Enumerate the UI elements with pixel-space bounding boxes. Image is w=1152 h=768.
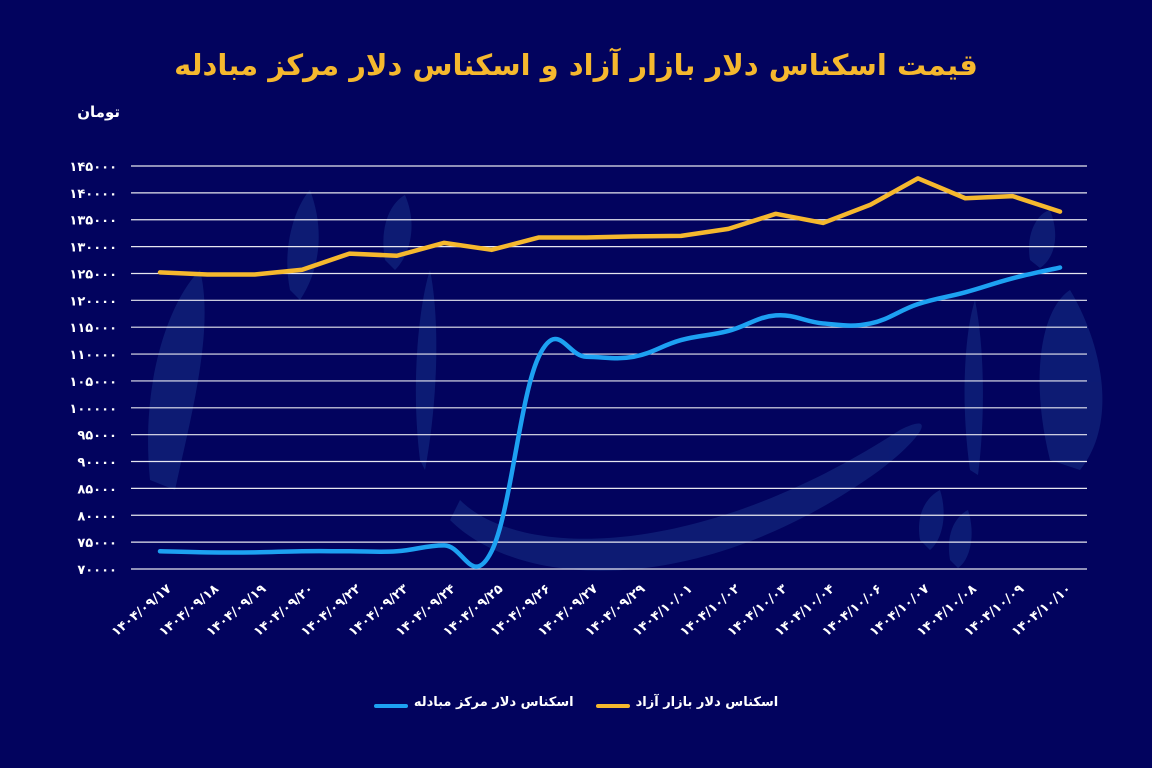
svg-text:۸۰۰۰۰: ۸۰۰۰۰ [77, 509, 117, 524]
svg-text:۱۲۵۰۰۰: ۱۲۵۰۰۰ [69, 267, 117, 282]
svg-text:۹۵۰۰۰: ۹۵۰۰۰ [77, 429, 117, 444]
legend-label-free-market: اسکناس دلار بازار آزاد [635, 695, 779, 710]
svg-text:۱۴۵۰۰۰: ۱۴۵۰۰۰ [69, 160, 117, 175]
svg-text:۱۰۰۰۰۰: ۱۰۰۰۰۰ [69, 402, 117, 417]
legend-swatch-free-market [595, 703, 630, 708]
legend-swatch-exchange-center [373, 703, 408, 708]
legend-item-exchange-center: اسکناس دلار مرکز مبادله [373, 695, 574, 710]
y-axis-unit-label: تومان [77, 103, 120, 121]
svg-text:۹۰۰۰۰: ۹۰۰۰۰ [77, 456, 117, 471]
legend-label-exchange-center: اسکناس دلار مرکز مبادله [413, 695, 574, 710]
grid-lines [131, 165, 1087, 570]
svg-text:۱۱۰۰۰۰: ۱۱۰۰۰۰ [69, 348, 117, 363]
svg-text:۸۵۰۰۰: ۸۵۰۰۰ [77, 482, 117, 497]
svg-text:۱۳۰۰۰۰: ۱۳۰۰۰۰ [69, 241, 117, 256]
svg-text:۱۴۰۰۰۰: ۱۴۰۰۰۰ [69, 187, 117, 202]
x-axis-labels: ۱۴۰۴/۰۹/۱۷۱۴۰۴/۰۹/۱۸۱۴۰۴/۰۹/۱۹۱۴۰۴/۰۹/۲۰… [109, 582, 1075, 640]
legend-item-free-market: اسکناس دلار بازار آزاد [595, 695, 779, 710]
free-market-line [157, 176, 1063, 277]
svg-text:۷۵۰۰۰: ۷۵۰۰۰ [77, 536, 117, 551]
series-lines [157, 176, 1063, 569]
chart-title: قیمت اسکناس دلار بازار آزاد و اسکناس دلا… [174, 48, 978, 82]
exchange-center-line [157, 265, 1063, 569]
y-axis-labels: ۱۴۵۰۰۰ ۱۴۰۰۰۰ ۱۳۵۰۰۰ ۱۳۰۰۰۰ ۱۲۵۰۰۰ ۱۲۰۰۰۰ ۱۱۵۰… [69, 160, 117, 578]
svg-text:۱۳۵۰۰۰: ۱۳۵۰۰۰ [69, 214, 117, 229]
svg-text:۱۱۵۰۰۰: ۱۱۵۰۰۰ [69, 321, 117, 336]
svg-text:۱۲۰۰۰۰: ۱۲۰۰۰۰ [69, 294, 117, 309]
legend: اسکناس دلار بازار آزاد اسکناس دلار مرکز … [0, 695, 1152, 710]
svg-text:۷۰۰۰۰: ۷۰۰۰۰ [77, 563, 117, 578]
svg-text:۱۰۵۰۰۰: ۱۰۵۰۰۰ [69, 375, 117, 390]
